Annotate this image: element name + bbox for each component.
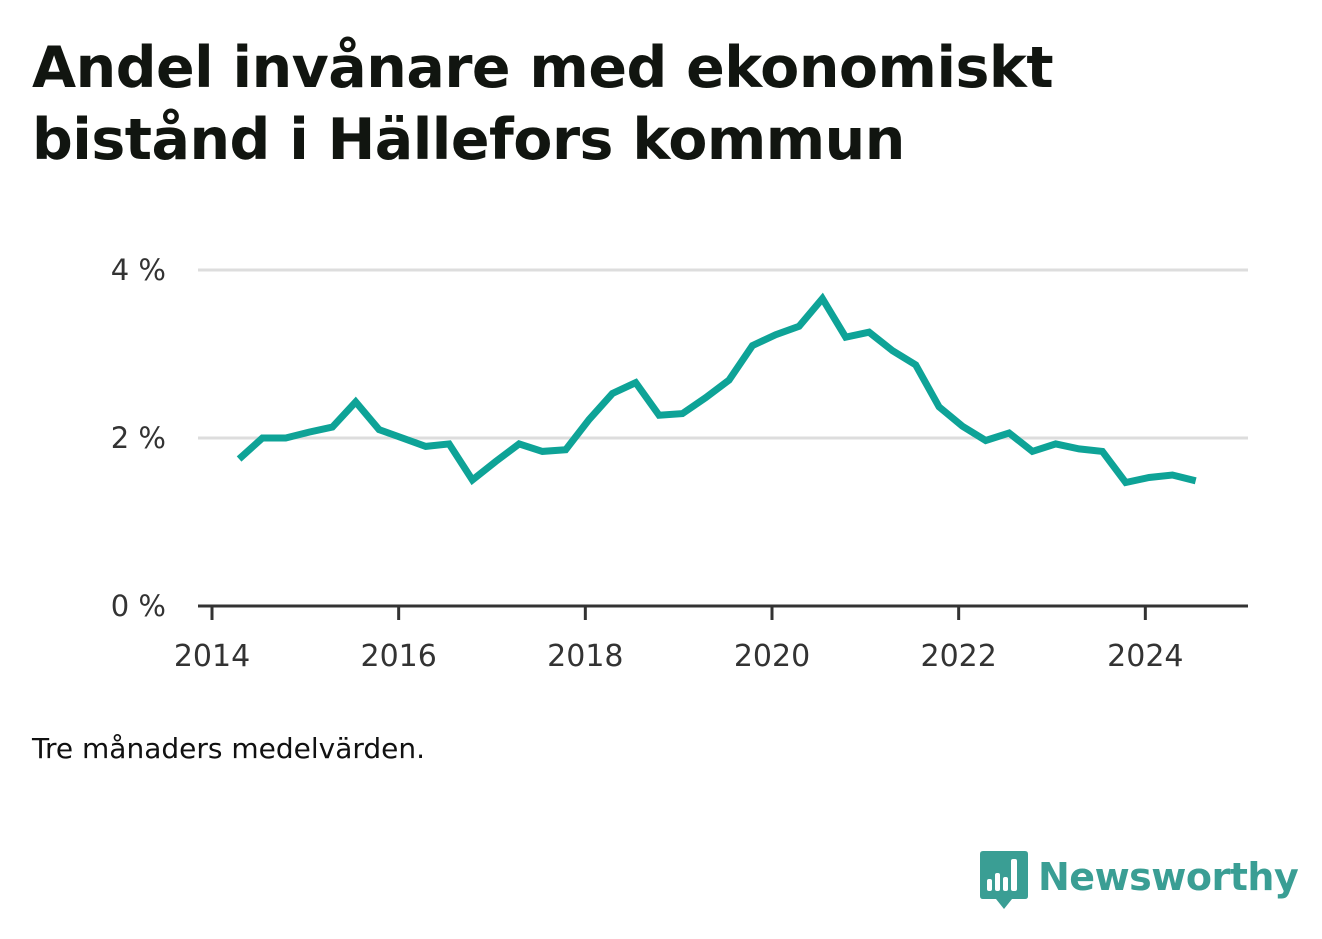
data-point: [1122, 479, 1129, 486]
x-axis: [198, 604, 1248, 620]
x-axis-tick-labels: 2014 2016 2018 2020 2022 2024: [174, 639, 1184, 674]
data-point: [796, 323, 803, 330]
data-point: [352, 398, 359, 405]
data-point: [446, 440, 453, 447]
data-point: [1029, 448, 1036, 455]
data-point: [586, 416, 593, 423]
data-point: [702, 394, 709, 401]
data-point: [399, 435, 406, 442]
data-point: [329, 424, 336, 431]
x-tick-label: 2018: [547, 639, 623, 674]
data-point: [539, 448, 546, 455]
data-point: [1076, 445, 1083, 452]
x-tick-label: 2024: [1107, 639, 1183, 674]
data-point: [632, 379, 639, 386]
data-point: [1052, 440, 1059, 447]
line-chart: 0 % 2 % 4 % 2014 2016 2018 2020 2022 2024: [111, 253, 1248, 674]
data-point: [1099, 448, 1106, 455]
data-point: [469, 477, 476, 484]
y-tick-label: 0 %: [111, 589, 166, 623]
x-tick-label: 2022: [920, 639, 996, 674]
y-tick-label: 2 %: [111, 421, 166, 455]
bar-chart-speech-bubble-icon: [980, 851, 1028, 909]
data-point: [912, 361, 919, 368]
data-point: [726, 377, 733, 384]
data-point: [376, 426, 383, 433]
data-point: [819, 295, 826, 302]
newsworthy-logo: Newsworthy: [980, 850, 1299, 910]
series-line: [236, 292, 1197, 487]
chart-title: Andel invånare med ekonomiskt bistånd i …: [32, 35, 1054, 173]
data-point: [889, 347, 896, 354]
data-point: [609, 390, 616, 397]
x-tick-label: 2016: [360, 639, 436, 674]
data-point: [749, 342, 756, 349]
data-point: [959, 423, 966, 430]
y-axis-tick-labels: 0 % 2 % 4 %: [111, 253, 166, 623]
footnote: Tre månaders medelvärden.: [32, 732, 426, 765]
data-point: [516, 440, 523, 447]
x-tick-label: 2020: [734, 639, 810, 674]
data-point: [656, 412, 663, 419]
series-layer: [236, 292, 1199, 487]
data-point: [936, 403, 943, 410]
data-point: [1006, 429, 1013, 436]
data-point: [422, 443, 429, 450]
brand-name: Newsworthy: [1038, 855, 1299, 899]
data-point: [562, 446, 569, 453]
data-point: [1169, 471, 1176, 478]
data-point: [492, 458, 499, 465]
data-point: [772, 331, 779, 338]
data-point: [866, 329, 873, 336]
grid-lines: [198, 268, 1248, 440]
data-point: [306, 429, 313, 436]
y-tick-label: 4 %: [111, 253, 166, 287]
data-point: [679, 410, 686, 417]
data-point: [282, 435, 289, 442]
data-point: [982, 437, 989, 444]
data-point: [1192, 477, 1199, 484]
x-tick-label: 2014: [174, 639, 250, 674]
data-point: [1146, 474, 1153, 481]
data-point: [236, 456, 243, 463]
data-point: [842, 334, 849, 341]
data-point: [259, 435, 266, 442]
